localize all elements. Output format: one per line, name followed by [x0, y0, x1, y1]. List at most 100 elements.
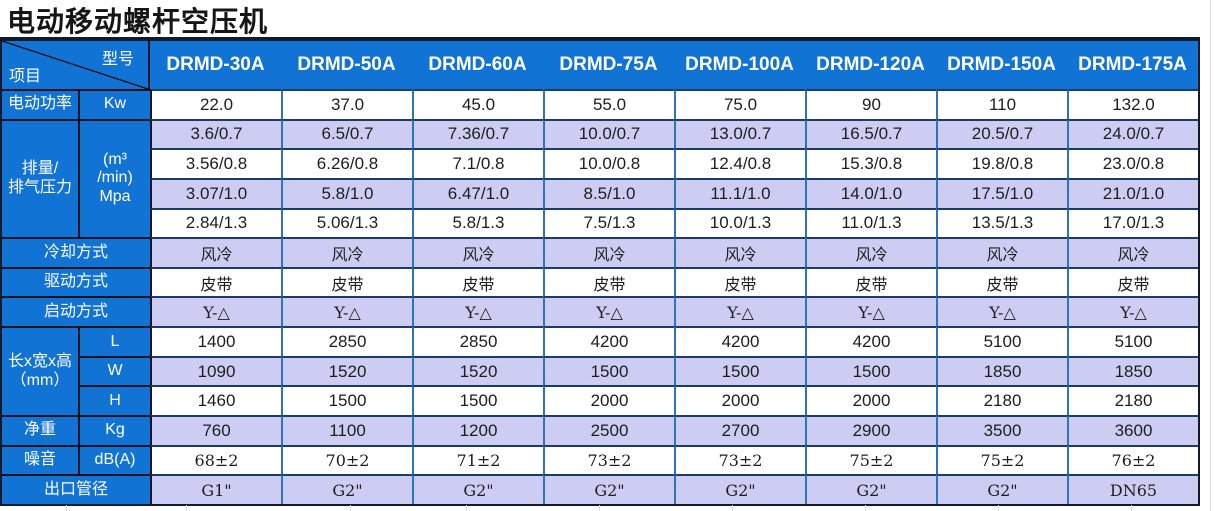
row-unit-dimension-h: H	[78, 385, 150, 416]
row-unit-displacement-line-1: /min)	[97, 169, 133, 187]
row-unit-power: Kw	[78, 89, 150, 119]
row-unit-displacement-line-2: Mpa	[99, 188, 131, 206]
cell-dimension-h-7: 2180	[1067, 385, 1198, 416]
column-header-drmd-30a: DRMD-30A	[150, 39, 281, 89]
cell-dimension-w-6: 1850	[936, 355, 1067, 386]
cell-dimension-w-5: 1500	[805, 355, 936, 386]
row-unit-noise: dB(A)	[78, 444, 150, 475]
sheet-gridline-stub-6	[865, 505, 866, 511]
row-label-dimensions-line-1: （mm）	[10, 371, 70, 389]
cell-dimension-w-1: 1520	[281, 355, 412, 386]
cell-dimension-h-3: 2000	[543, 385, 674, 416]
cell-start-4: Y-△	[674, 296, 805, 327]
cell-power-5: 90	[805, 89, 936, 119]
cell-noise-5: 75±2	[805, 444, 936, 475]
cell-dimension-l-3: 4200	[543, 326, 674, 356]
cell-noise-6: 75±2	[936, 444, 1067, 475]
cell-dimension-h-4: 2000	[674, 385, 805, 416]
cell-power-6: 110	[936, 89, 1067, 119]
cell-displacement-2-7: 21.0/1.0	[1067, 177, 1198, 208]
cell-dimension-l-5: 4200	[805, 326, 936, 356]
cell-start-5: Y-△	[805, 296, 936, 327]
cell-noise-3: 73±2	[543, 444, 674, 475]
row-label-outlet: 出口管径	[2, 474, 150, 504]
cell-dimension-h-5: 2000	[805, 385, 936, 416]
cell-outlet-0: G1"	[150, 474, 281, 504]
cell-drive-1: 皮带	[281, 266, 412, 297]
corner-label-model: 型号	[101, 51, 134, 68]
cell-displacement-3-0: 2.84/1.3	[150, 207, 281, 238]
cell-drive-4: 皮带	[674, 266, 805, 297]
cell-start-0: Y-△	[150, 296, 281, 327]
cell-displacement-3-3: 7.5/1.3	[543, 207, 674, 238]
cell-noise-7: 76±2	[1067, 444, 1198, 475]
row-label-dimensions-line-0: 长x宽x高	[7, 352, 72, 370]
cell-start-3: Y-△	[543, 296, 674, 327]
row-label-noise: 噪音	[2, 444, 78, 475]
cell-displacement-2-2: 6.47/1.0	[412, 177, 543, 208]
cell-outlet-6: G2"	[936, 474, 1067, 504]
cell-power-3: 55.0	[543, 89, 674, 119]
cell-outlet-5: G2"	[805, 474, 936, 504]
cell-noise-0: 68±2	[150, 444, 281, 475]
cell-dimension-w-2: 1520	[412, 355, 543, 386]
column-header-drmd-75a: DRMD-75A	[543, 39, 674, 89]
page-title: 电动移动螺杆空压机	[7, 6, 269, 37]
column-header-drmd-120a: DRMD-120A	[805, 39, 936, 89]
cell-cooling-2: 风冷	[412, 237, 543, 267]
cell-noise-2: 71±2	[412, 444, 543, 475]
cell-displacement-3-4: 10.0/1.3	[674, 207, 805, 238]
cell-cooling-3: 风冷	[543, 237, 674, 267]
corner-header-cell: 型号项目	[2, 39, 150, 89]
cell-dimension-h-6: 2180	[936, 385, 1067, 416]
cell-weight-7: 3600	[1067, 415, 1198, 445]
cell-displacement-2-4: 11.1/1.0	[674, 177, 805, 208]
row-label-displacement: 排量/排气压力	[2, 118, 78, 238]
cell-cooling-7: 风冷	[1067, 237, 1198, 267]
cell-dimension-l-2: 2850	[412, 326, 543, 356]
cell-cooling-1: 风冷	[281, 237, 412, 267]
sheet-gridline-stub-7	[998, 505, 999, 511]
cell-displacement-0-1: 6.5/0.7	[281, 118, 412, 149]
cell-power-4: 75.0	[674, 89, 805, 119]
cell-displacement-3-1: 5.06/1.3	[281, 207, 412, 238]
cell-dimension-l-1: 2850	[281, 326, 412, 356]
sheet-gridline-stub-8	[1131, 505, 1132, 511]
cell-dimension-h-1: 1500	[281, 385, 412, 416]
cell-weight-1: 1100	[281, 415, 412, 445]
cell-dimension-h-2: 1500	[412, 385, 543, 416]
sheet-gridline-stub-3	[466, 505, 467, 511]
cell-displacement-1-7: 23.0/0.8	[1067, 148, 1198, 178]
row-label-power: 电动功率	[2, 89, 78, 119]
column-header-drmd-150a: DRMD-150A	[936, 39, 1067, 89]
cell-weight-6: 3500	[936, 415, 1067, 445]
sheet-gridline-stub-1	[186, 505, 187, 511]
cell-displacement-0-3: 10.0/0.7	[543, 118, 674, 149]
row-unit-displacement-line-0: (m³	[103, 150, 127, 168]
row-label-displacement-line-0: 排量/	[21, 160, 59, 178]
cell-start-1: Y-△	[281, 296, 412, 327]
cell-displacement-3-5: 11.0/1.3	[805, 207, 936, 238]
cell-displacement-3-2: 5.8/1.3	[412, 207, 543, 238]
row-unit-dimension-w: W	[78, 355, 150, 386]
cell-displacement-0-4: 13.0/0.7	[674, 118, 805, 149]
row-label-cooling: 冷却方式	[2, 237, 150, 267]
cell-drive-6: 皮带	[936, 266, 1067, 297]
cell-displacement-0-5: 16.5/0.7	[805, 118, 936, 149]
cell-dimension-w-3: 1500	[543, 355, 674, 386]
row-label-start: 启动方式	[2, 296, 150, 327]
sheet-gridline-stub-2	[350, 505, 351, 511]
corner-label-item: 项目	[9, 68, 42, 85]
column-header-drmd-50a: DRMD-50A	[281, 39, 412, 89]
cell-power-2: 45.0	[412, 89, 543, 119]
cell-dimension-l-7: 5100	[1067, 326, 1198, 356]
cell-displacement-2-0: 3.07/1.0	[150, 177, 281, 208]
cell-noise-4: 73±2	[674, 444, 805, 475]
sheet-gridline-stub-0	[66, 505, 67, 511]
cell-displacement-2-3: 8.5/1.0	[543, 177, 674, 208]
row-label-drive: 驱动方式	[2, 266, 150, 297]
row-unit-displacement: (m³/min) Mpa	[78, 118, 150, 238]
cell-dimension-w-0: 1090	[150, 355, 281, 386]
cell-displacement-1-1: 6.26/0.8	[281, 148, 412, 178]
